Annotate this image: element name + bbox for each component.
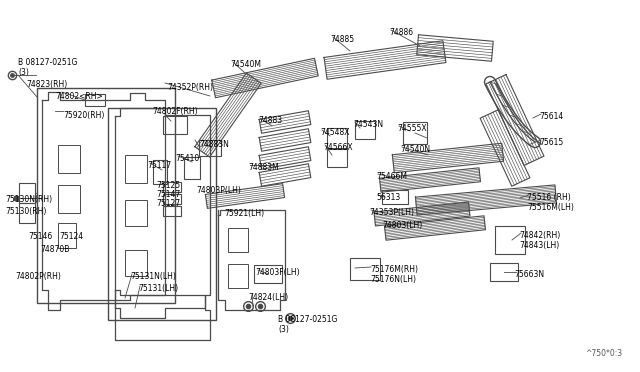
Bar: [125, 200, 147, 226]
Text: 74803F(LH): 74803F(LH): [255, 268, 300, 277]
Text: 75663N: 75663N: [514, 270, 544, 279]
Text: 75516 (RH): 75516 (RH): [527, 193, 571, 202]
Bar: [125, 250, 147, 276]
Text: 74883N: 74883N: [199, 140, 229, 149]
Text: 74803P(LH): 74803P(LH): [196, 186, 241, 195]
Text: 74803(LH): 74803(LH): [382, 221, 422, 230]
Bar: [403, 122, 427, 144]
Text: 75131(LH): 75131(LH): [138, 284, 178, 293]
Text: 75920(RH): 75920(RH): [63, 111, 104, 120]
Text: 74802<RH>: 74802<RH>: [55, 92, 103, 101]
Bar: [19, 183, 35, 203]
Text: 75466M: 75466M: [376, 172, 407, 181]
Text: 74824(LH): 74824(LH): [248, 293, 288, 302]
Text: 75410: 75410: [175, 154, 199, 163]
Text: 74566X: 74566X: [323, 143, 353, 152]
Text: 74843(LH): 74843(LH): [519, 241, 559, 250]
Bar: [382, 190, 408, 204]
Bar: [490, 263, 518, 281]
Text: 74870B: 74870B: [40, 245, 69, 254]
Text: 74885: 74885: [330, 35, 354, 44]
Text: 74548X: 74548X: [320, 128, 349, 137]
Text: 75117: 75117: [147, 161, 171, 170]
Text: 75176N(LH): 75176N(LH): [370, 275, 416, 284]
Bar: [125, 155, 147, 183]
Bar: [495, 226, 525, 254]
Bar: [37, 88, 175, 303]
Bar: [254, 265, 282, 283]
Bar: [163, 182, 181, 192]
Text: 75131N(LH): 75131N(LH): [130, 272, 176, 281]
Text: B 08127-0251G
(3): B 08127-0251G (3): [18, 58, 77, 77]
Bar: [228, 228, 248, 252]
Text: 74823(RH): 74823(RH): [26, 80, 67, 89]
Text: 75921(LH): 75921(LH): [224, 209, 264, 218]
Text: 75146: 75146: [28, 232, 52, 241]
Bar: [228, 264, 248, 288]
Text: ^750*0:3: ^750*0:3: [585, 349, 622, 358]
Text: 74540N: 74540N: [400, 145, 430, 154]
Text: 74353P(LH): 74353P(LH): [369, 208, 414, 217]
Bar: [153, 160, 167, 184]
Text: 75147: 75147: [156, 190, 180, 199]
Bar: [58, 223, 76, 248]
Text: 74883M: 74883M: [248, 163, 279, 172]
Text: 75176M(RH): 75176M(RH): [370, 265, 418, 274]
Bar: [19, 203, 35, 223]
Text: 74842(RH): 74842(RH): [519, 231, 560, 240]
Bar: [327, 128, 347, 148]
Bar: [163, 194, 181, 204]
Bar: [58, 145, 80, 173]
Text: 74555X: 74555X: [397, 124, 427, 133]
Text: 74802P(RH): 74802P(RH): [15, 272, 61, 281]
Text: 74802F(RH): 74802F(RH): [152, 107, 198, 116]
Text: 75516M(LH): 75516M(LH): [527, 203, 574, 212]
Bar: [350, 258, 380, 280]
Bar: [85, 94, 105, 106]
Text: 74540M: 74540M: [230, 60, 261, 69]
Text: 75125: 75125: [156, 181, 180, 190]
Text: 75127: 75127: [156, 199, 180, 208]
Text: 75615: 75615: [539, 138, 563, 147]
Text: 74352P(RH): 74352P(RH): [167, 83, 213, 92]
Text: 74543N: 74543N: [353, 120, 383, 129]
Text: 74886: 74886: [389, 28, 413, 37]
Text: 75124: 75124: [59, 232, 83, 241]
Text: 74883: 74883: [258, 116, 282, 125]
Bar: [355, 121, 375, 139]
Bar: [163, 206, 181, 216]
Bar: [327, 149, 347, 167]
Text: B 08127-0251G
(3): B 08127-0251G (3): [278, 315, 337, 334]
Bar: [58, 185, 80, 213]
Bar: [199, 140, 221, 156]
Text: 56313: 56313: [376, 193, 400, 202]
Bar: [163, 116, 187, 134]
Bar: [184, 157, 200, 179]
Text: 75130N(RH): 75130N(RH): [5, 195, 52, 204]
Bar: [108, 108, 216, 320]
Text: 75130(RH): 75130(RH): [5, 207, 46, 216]
Text: 75614: 75614: [539, 112, 563, 121]
